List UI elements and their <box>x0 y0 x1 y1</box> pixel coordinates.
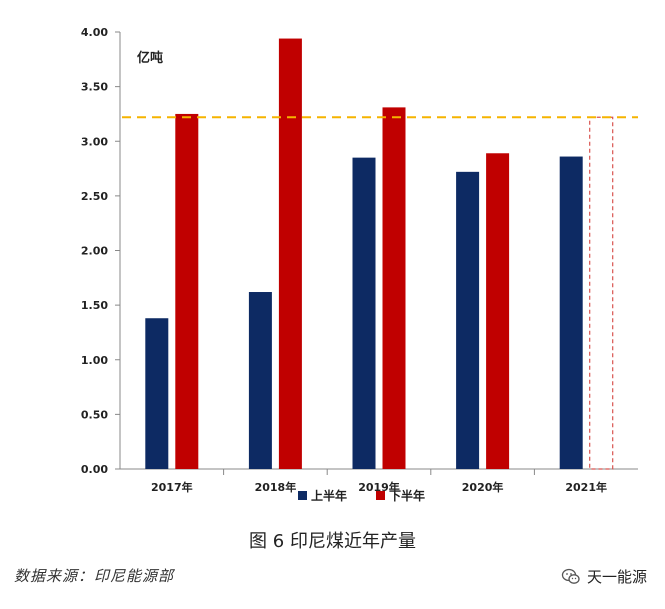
legend-label-上半年: 上半年 <box>311 488 347 503</box>
y-tick-label: 0.00 <box>81 463 108 476</box>
x-tick-label: 2018年 <box>255 480 297 494</box>
bar-chart: 0.00 0.50 1.00 1.50 2.00 2.50 3.00 3.50 4.00 亿吨 20… <box>81 26 638 503</box>
x-tick-label: 2017年 <box>151 480 193 494</box>
watermark: 天一能源 <box>561 566 647 587</box>
wechat-icon <box>561 568 580 584</box>
x-tick-label: 2019年 <box>358 480 400 494</box>
bar-下半年-2019年 <box>382 107 406 469</box>
y-tick-label: 3.50 <box>81 81 108 94</box>
x-tick-label: 2020年 <box>462 480 504 494</box>
y-tick-label: 3.00 <box>81 135 108 148</box>
bar-上半年-2020年 <box>456 171 480 469</box>
y-tick-label: 1.00 <box>81 354 108 367</box>
legend-label-下半年: 下半年 <box>389 488 425 503</box>
figure-caption: 图 6 印尼煤近年产量 <box>249 531 416 552</box>
bar-上半年-2017年 <box>145 318 169 469</box>
y-tick-label: 0.50 <box>81 408 108 421</box>
y-axis-unit: 亿吨 <box>137 50 163 66</box>
watermark-text: 天一能源 <box>586 568 647 586</box>
y-tick-label: 2.50 <box>81 190 108 203</box>
y-tick-label: 4.00 <box>81 26 108 39</box>
bar-上半年-2019年 <box>352 157 376 469</box>
y-tick-label: 2.00 <box>81 245 108 258</box>
bar-上半年-2018年 <box>248 292 272 469</box>
bar-上半年-2021年 <box>559 156 583 470</box>
data-source: 数据来源：印尼能源部 <box>14 567 175 585</box>
legend-swatch-下半年 <box>376 491 385 500</box>
bar-下半年-2020年 <box>486 153 510 469</box>
y-tick-label: 1.50 <box>81 299 108 312</box>
bar-下半年-2018年 <box>278 38 302 470</box>
legend-swatch-上半年 <box>298 491 307 500</box>
x-tick-label: 2021年 <box>565 480 607 494</box>
bar-下半年-2017年 <box>175 113 199 469</box>
projected-bar-下半年-2021年 <box>589 116 614 470</box>
